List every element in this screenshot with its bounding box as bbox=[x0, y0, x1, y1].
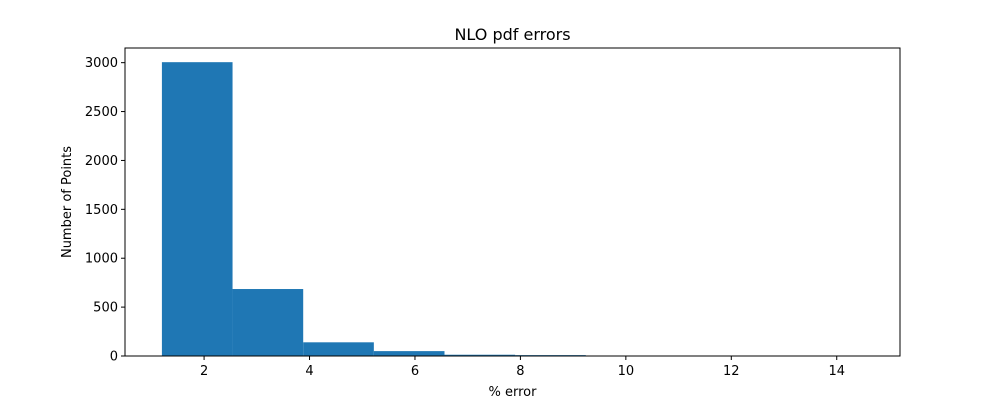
x-tick-label: 12 bbox=[723, 364, 740, 379]
bars-group bbox=[161, 62, 869, 357]
plot-frame bbox=[124, 47, 901, 357]
x-tick-label: 4 bbox=[305, 364, 313, 379]
x-tick-label: 10 bbox=[618, 364, 635, 379]
histogram-bar bbox=[232, 289, 304, 356]
x-tick-label: 14 bbox=[828, 364, 845, 379]
x-tick-label: 2 bbox=[200, 364, 208, 379]
chart-title: NLO pdf errors bbox=[454, 25, 570, 44]
x-tick-label: 6 bbox=[411, 364, 419, 379]
y-tick-label: 2000 bbox=[85, 154, 118, 169]
histogram-bar bbox=[161, 62, 233, 357]
y-tick-label: 3000 bbox=[85, 56, 118, 71]
x-axis-ticks: 2 4 6 8 10 12 14 bbox=[200, 356, 845, 379]
y-axis-ticks: 0 500 1000 1500 2000 2500 3000 bbox=[85, 56, 125, 365]
histogram-bar bbox=[303, 342, 374, 356]
y-tick-label: 0 bbox=[110, 350, 118, 365]
y-tick-label: 1500 bbox=[85, 203, 118, 218]
y-tick-label: 2500 bbox=[85, 105, 118, 120]
x-tick-label: 8 bbox=[516, 364, 524, 379]
histogram-bar bbox=[373, 351, 445, 356]
y-tick-label: 1000 bbox=[85, 252, 118, 267]
histogram-bar bbox=[444, 354, 516, 356]
y-axis-label: Number of Points bbox=[60, 146, 75, 258]
x-axis-label: % error bbox=[489, 385, 538, 400]
y-tick-label: 500 bbox=[93, 301, 118, 316]
